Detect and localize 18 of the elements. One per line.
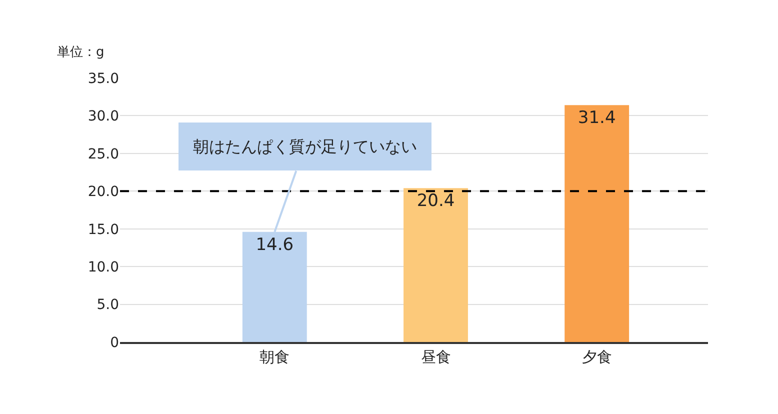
bar (564, 105, 630, 342)
data-label: 14.6 (256, 234, 294, 255)
x-tick-label: 朝食 (260, 348, 290, 366)
y-axis-title: 単位：g (57, 45, 104, 60)
y-tick-label: 0 (110, 334, 119, 351)
y-tick-label: 15.0 (88, 222, 119, 238)
y-tick-label: 20.0 (88, 184, 119, 200)
y-tick-label: 35.0 (88, 70, 119, 87)
bar (404, 188, 468, 342)
data-label: 20.4 (416, 191, 455, 212)
y-tick-label: 10.0 (88, 259, 119, 276)
y-tick-label: 5.0 (96, 297, 119, 314)
x-tick-label: 夕食 (582, 348, 612, 366)
y-tick-label: 25.0 (88, 146, 119, 162)
y-tick-label: 30.0 (88, 108, 119, 125)
data-label: 31.4 (578, 108, 616, 128)
x-tick-label: 昼食 (420, 348, 451, 366)
annotation: 朝はたんぱく質が足りていない (193, 137, 417, 156)
